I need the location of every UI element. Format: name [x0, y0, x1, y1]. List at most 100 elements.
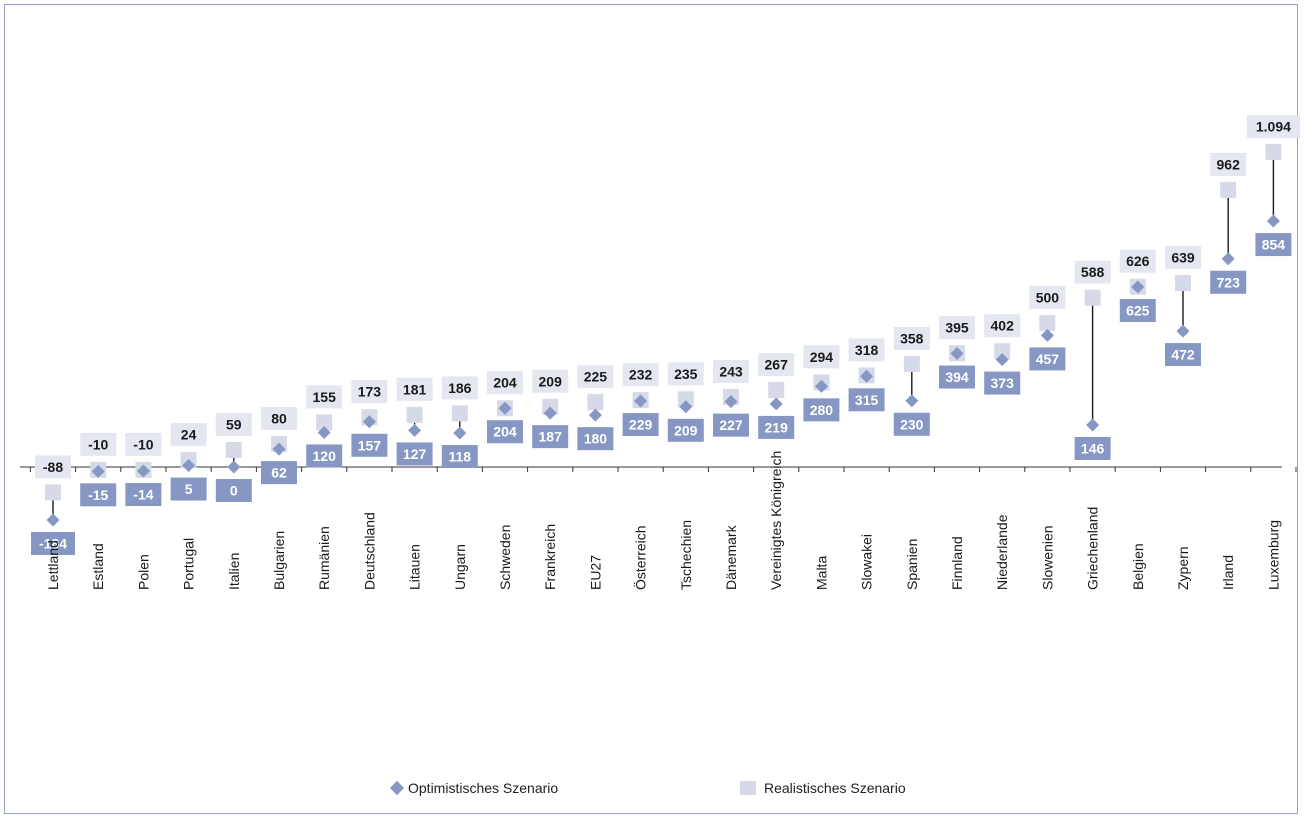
realistic-label-box: [758, 353, 795, 377]
x-tick-label: Slowenien: [1039, 525, 1055, 590]
optimistic-label-box: [351, 433, 388, 457]
optimistic-value-label: 854: [1262, 237, 1286, 253]
realistic-label-box: [35, 455, 71, 479]
optimistic-marker: [46, 513, 60, 527]
optimistic-marker: [814, 379, 828, 393]
realistic-value-label: 181: [403, 381, 427, 397]
x-tick-label: Tschechien: [678, 520, 694, 590]
realistic-marker: [1220, 181, 1237, 198]
optimistic-value-label: 373: [991, 375, 1015, 391]
x-tick-label: Niederlande: [994, 514, 1010, 590]
legend-realistic-label: Realistisches Szenario: [764, 780, 906, 796]
optimistic-label-box: [803, 398, 840, 422]
optimistic-marker: [905, 394, 919, 408]
optimistic-marker: [272, 442, 286, 456]
x-tick-label: Dänemark: [723, 524, 739, 590]
realistic-value-label: 588: [1081, 264, 1105, 280]
x-tick-label: Litauen: [407, 544, 423, 590]
optimistic-label-box: [215, 479, 252, 502]
optimistic-marker: [860, 369, 874, 383]
optimistic-marker: [1266, 214, 1280, 228]
realistic-value-label: 1.094: [1256, 118, 1291, 134]
optimistic-label-box: [622, 413, 659, 437]
optimistic-marker: [362, 415, 376, 429]
realistic-value-label: 395: [945, 320, 969, 336]
realistic-marker: [994, 343, 1011, 360]
realistic-value-label: 358: [900, 330, 924, 346]
optimistic-marker: [995, 353, 1009, 367]
x-tick-label: Österreich: [632, 525, 649, 590]
realistic-value-label: 186: [448, 380, 472, 396]
x-tick-label: Belgien: [1130, 543, 1146, 590]
optimistic-marker: [588, 408, 602, 422]
realistic-label-box: [1165, 245, 1201, 269]
optimistic-value-label: 157: [358, 437, 382, 453]
x-tick-label: Estland: [90, 543, 106, 590]
legend-optimistic: Optimistisches Szenario: [389, 777, 558, 799]
realistic-label-box: [803, 345, 840, 369]
realistic-label-box: [1246, 114, 1300, 138]
x-tick-label: Slowakei: [859, 534, 875, 590]
realistic-value-label: 24: [181, 427, 197, 443]
x-tick-label: Schweden: [497, 525, 513, 590]
optimistic-marker: [634, 394, 648, 408]
realistic-value-label: 204: [493, 375, 517, 391]
optimistic-label-box: [170, 477, 207, 501]
optimistic-label-box: [306, 444, 343, 468]
realistic-marker: [451, 405, 468, 422]
realistic-value-label: 243: [719, 364, 743, 380]
realistic-label-box: [351, 380, 388, 404]
optimistic-value-label: 146: [1081, 440, 1105, 456]
realistic-marker: [677, 391, 694, 408]
optimistic-label-box: [80, 483, 117, 507]
realistic-label-box: [80, 432, 117, 456]
optimistic-label-box: [984, 371, 1021, 395]
optimistic-value-label: 227: [719, 417, 743, 433]
x-tick-label: Polen: [135, 554, 151, 590]
optimistic-marker: [136, 464, 150, 478]
optimistic-label-box: [848, 388, 885, 412]
x-tick-label: Deutschland: [361, 512, 377, 590]
optimistic-value-label: 187: [539, 429, 563, 445]
realistic-value-label: 962: [1217, 156, 1241, 172]
x-tick-label: Portugal: [181, 538, 197, 590]
realistic-marker: [406, 406, 423, 423]
optimistic-value-label: -14: [133, 487, 153, 503]
optimistic-label-box: [713, 413, 749, 437]
realistic-label-box: [713, 360, 749, 384]
realistic-label-box: [1119, 249, 1156, 273]
optimistic-value-label: 457: [1036, 351, 1060, 367]
optimistic-value-label: 723: [1217, 274, 1241, 290]
realistic-marker: [1084, 289, 1101, 306]
optimistic-marker: [1040, 328, 1054, 342]
realistic-marker: [225, 442, 242, 459]
realistic-marker: [903, 355, 920, 372]
realistic-value-label: 235: [674, 366, 698, 382]
realistic-label-box: [125, 432, 162, 456]
legend-realistic: Realistisches Szenario: [740, 777, 906, 799]
optimistic-value-label: 118: [449, 449, 472, 465]
optimistic-label-box: [667, 418, 704, 442]
optimistic-label-box: [396, 442, 433, 466]
realistic-value-label: 402: [991, 318, 1015, 334]
optimistic-value-label: 315: [855, 392, 879, 408]
optimistic-value-label: 230: [900, 416, 924, 432]
optimistic-marker: [182, 459, 196, 473]
optimistic-label-box: [441, 445, 478, 469]
optimistic-value-label: 280: [810, 402, 834, 418]
optimistic-marker: [317, 425, 331, 439]
realistic-label-box: [893, 326, 930, 350]
realistic-label-box: [984, 314, 1021, 338]
x-tick-label: Irland: [1220, 555, 1236, 590]
realistic-value-label: 294: [810, 349, 834, 365]
optimistic-marker: [498, 401, 512, 415]
optimistic-marker: [1131, 280, 1145, 294]
diamond-marker-icon: [389, 780, 405, 796]
optimistic-value-label: 394: [945, 369, 969, 385]
realistic-value-label: 232: [629, 367, 653, 383]
realistic-label-box: [667, 362, 704, 386]
optimistic-marker: [1176, 324, 1190, 338]
realistic-value-label: 267: [765, 357, 789, 373]
optimistic-label-box: [1255, 233, 1292, 257]
optimistic-value-label: 180: [584, 431, 608, 447]
